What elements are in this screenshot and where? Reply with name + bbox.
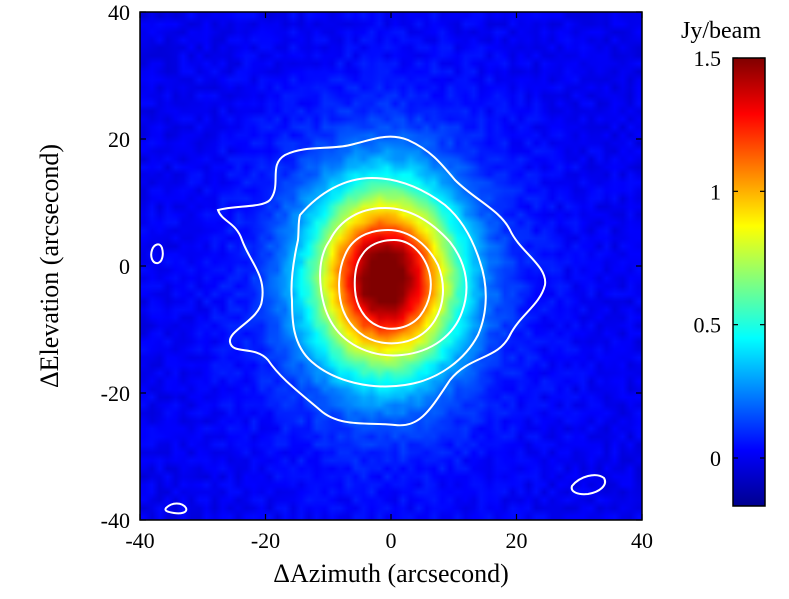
contour-level-4: [290, 176, 487, 388]
y-tick-label: 40: [108, 0, 130, 25]
colorbar-tick-label: 1: [710, 179, 721, 204]
contour-level-outer: [216, 135, 547, 427]
x-axis-ticks: -40 -20 0 20 40: [125, 12, 653, 553]
y-axis-ticks: 40 20 0 -20 -40: [101, 0, 642, 533]
colorbar: Jy/beam 1.5 1 0.5 0: [681, 18, 766, 507]
y-axis-title: ΔElevation (arcsecond): [35, 144, 64, 388]
colorbar-tick-label: 1.5: [694, 46, 722, 71]
x-tick-label: 20: [506, 528, 528, 553]
colorbar-tick-label: 0: [710, 446, 721, 471]
y-tick-label: 0: [119, 254, 130, 279]
contour-lines: [150, 135, 606, 515]
contour-blob-bottom-right: [570, 474, 606, 496]
x-tick-label: 0: [386, 528, 397, 553]
colorbar-ticks: 1.5 1 0.5 0: [694, 46, 765, 471]
x-tick-label: -20: [251, 528, 280, 553]
y-tick-label: 20: [108, 127, 130, 152]
heatmap-area: [140, 12, 642, 520]
x-tick-label: 40: [631, 528, 653, 553]
colorbar-gradient: [732, 57, 766, 507]
y-tick-label: -40: [101, 508, 130, 533]
contour-blob-bottom-left: [164, 502, 188, 515]
colorbar-title: Jy/beam: [681, 18, 761, 44]
contour-blob-left: [150, 243, 164, 265]
heatmap-image: [140, 12, 642, 520]
contour-level-3: [319, 206, 468, 357]
contour-level-2: [338, 228, 444, 345]
x-tick-label: -40: [125, 528, 154, 553]
y-tick-label: -20: [101, 381, 130, 406]
x-axis-title: ΔAzimuth (arcsecond): [273, 559, 508, 588]
colorbar-tick-label: 0.5: [694, 313, 722, 338]
contour-level-inner: [353, 238, 432, 330]
